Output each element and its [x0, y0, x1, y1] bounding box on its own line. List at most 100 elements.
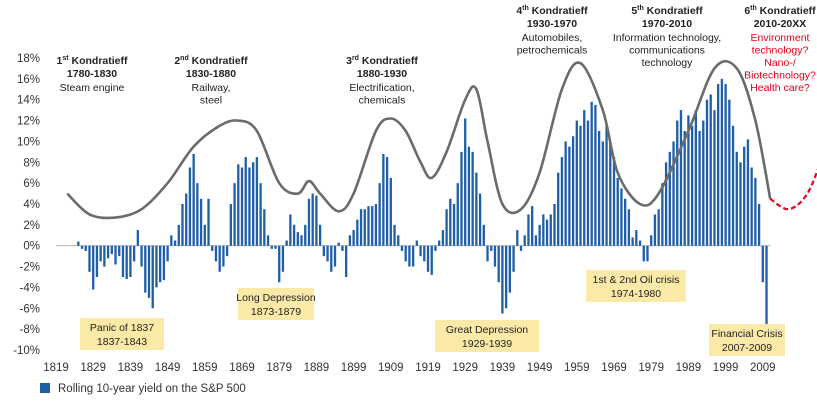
bar [270, 245, 273, 249]
wave-years: 2010-20XX [754, 18, 807, 30]
bar [125, 245, 128, 280]
bar [382, 153, 385, 246]
bar [285, 240, 288, 246]
bar [229, 204, 232, 246]
bar [170, 235, 173, 246]
bar [114, 245, 117, 265]
crisis-name: Long Depression [236, 292, 316, 304]
bar [322, 245, 325, 257]
bar [631, 237, 634, 246]
bar [352, 230, 355, 246]
bar [661, 183, 664, 246]
bar [199, 198, 203, 246]
wave-description: technology [642, 57, 694, 69]
bar [709, 94, 712, 246]
crisis-box [80, 318, 164, 350]
bar [527, 214, 530, 246]
crisis-annotation: Long Depression 1873-1879 [236, 288, 316, 320]
bar [274, 245, 277, 249]
wave-title: 1st Kondratieff [57, 55, 128, 67]
bar [679, 110, 683, 246]
bar [80, 245, 84, 249]
kondratieff-wave-line [66, 59, 772, 220]
bar [151, 245, 154, 309]
bar [103, 245, 106, 267]
bar [650, 235, 653, 246]
bar [571, 136, 575, 246]
bar [653, 214, 657, 246]
crisis-years: 1837-1843 [97, 336, 147, 348]
legend: Rolling 10-year yield on the S&P 500 [40, 383, 246, 395]
bar [605, 125, 608, 246]
x-tick-label: 1889 [304, 362, 330, 374]
bar [356, 219, 359, 246]
bar [181, 204, 184, 246]
bar [211, 245, 214, 251]
crisis-annotations: Panic of 1837 1837-1843 Long Depression 187… [80, 270, 785, 356]
crisis-annotation: Great Depression 1929-1939 [435, 320, 539, 352]
bar [620, 188, 623, 246]
bar [84, 245, 87, 251]
x-tick-label: 1979 [638, 362, 664, 374]
y-tick-label: 6% [23, 178, 40, 190]
wave-description: Information technology, [613, 32, 721, 44]
bar [720, 78, 724, 246]
wave-title: 3rd Kondratieff [346, 55, 418, 67]
x-tick-label: 1869 [229, 362, 255, 374]
wave-description: Environment [751, 32, 810, 44]
bar [512, 245, 515, 272]
crisis-box [435, 320, 539, 352]
bar [471, 151, 474, 246]
y-tick-label: 10% [17, 136, 40, 148]
x-tick-label: 1839 [118, 362, 144, 374]
bar [77, 241, 80, 246]
bar [616, 177, 619, 246]
bar [545, 219, 549, 246]
bar [278, 245, 281, 283]
bar [419, 245, 422, 257]
crisis-annotation: 1st & 2nd Oil crisis 1974-1980 [586, 270, 686, 302]
bar [627, 209, 631, 246]
bar [731, 125, 735, 246]
wave-description: steel [200, 95, 222, 107]
bar [702, 120, 705, 246]
x-tick-label: 1989 [676, 362, 702, 374]
bar [743, 146, 746, 246]
bar [583, 110, 586, 246]
bar [367, 206, 370, 246]
wave-description: Railway, [192, 82, 231, 94]
wave-title: 5th Kondratieff [631, 5, 703, 17]
bar [609, 141, 612, 246]
bar [683, 131, 686, 246]
bar [307, 198, 311, 246]
bar [460, 151, 463, 246]
x-tick-label: 1899 [341, 362, 367, 374]
bar [363, 209, 366, 246]
x-tick-label: 2009 [750, 362, 776, 374]
bar [166, 245, 169, 262]
bar [657, 209, 660, 246]
bar [542, 214, 545, 246]
bar [601, 141, 604, 246]
bar [411, 245, 415, 267]
x-tick-label: 1829 [80, 362, 106, 374]
bar [240, 167, 244, 246]
bar [705, 99, 709, 246]
bar [155, 245, 158, 288]
bar [222, 245, 225, 267]
x-tick-label: 1919 [415, 362, 441, 374]
bar [594, 104, 597, 246]
bar [482, 224, 485, 246]
bar [147, 245, 151, 298]
bar [646, 245, 649, 262]
bar [196, 183, 199, 246]
bar [475, 172, 478, 246]
bar [430, 245, 433, 275]
bar [345, 245, 348, 277]
bar [162, 245, 166, 281]
bar [177, 224, 180, 246]
wave-title: 4th Kondratieff [516, 5, 588, 17]
